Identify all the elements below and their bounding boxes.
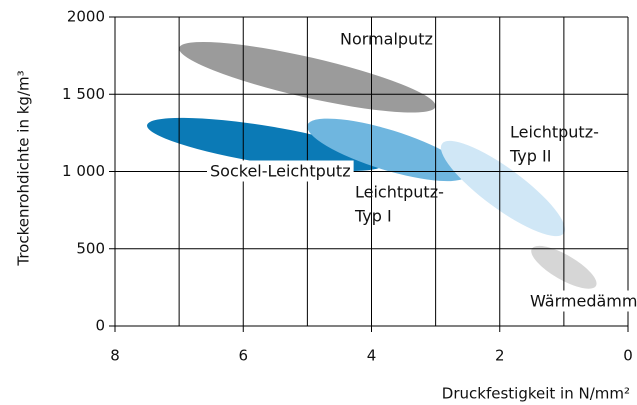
region-label: Wärmedämmputz [530,292,637,311]
y-tick-label: 1 000 [62,162,105,180]
y-tick-label: 500 [76,239,105,257]
region-label: Sockel-Leichtputz [210,162,351,181]
region-label: Typ II [509,147,551,166]
y-tick-label: 2000 [67,8,105,26]
label-background [207,160,354,182]
x-tick-label: 8 [110,347,120,365]
y-tick-label: 1 500 [62,85,105,103]
region-label: Typ I [354,207,392,226]
region [440,140,566,237]
region [147,117,385,172]
x-tick-label: 2 [495,347,505,365]
label-background [527,290,637,312]
region [307,118,468,182]
y-tick-label: 0 [95,317,105,335]
x-tick-label: 4 [367,347,377,365]
x-tick-label: 6 [238,347,248,365]
region-label: Leichtputz- [355,183,444,202]
x-tick-label: 0 [623,347,633,365]
x-axis-label: Druckfestigkeit in N/mm² [442,385,630,403]
y-axis-label: Trockenrohdichte in kg/m³ [15,70,33,266]
region-label: Leichtputz- [510,123,599,142]
region-label: Normalputz [340,30,433,49]
